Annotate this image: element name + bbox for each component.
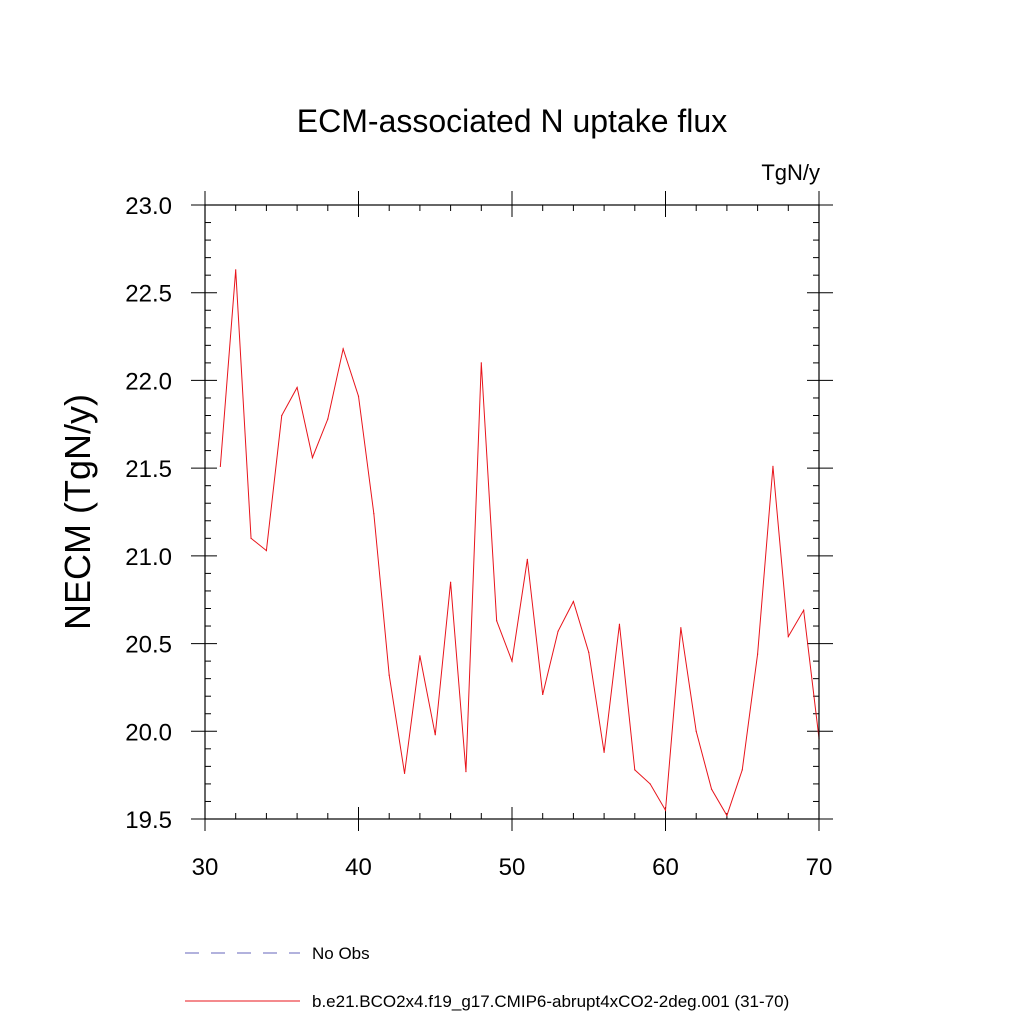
data-point — [757, 653, 759, 655]
data-point — [219, 465, 221, 467]
data-point — [603, 751, 605, 753]
data-point — [250, 537, 252, 539]
legend-label-no-obs: No Obs — [312, 944, 370, 963]
units-label: TgN/y — [761, 160, 820, 185]
plot-frame — [204, 204, 820, 820]
data-point — [726, 814, 728, 817]
data-point — [526, 558, 528, 560]
legend-label-model: b.e21.BCO2x4.f19_g17.CMIP6-abrupt4xCO2-2… — [312, 992, 789, 1011]
data-point — [803, 609, 805, 611]
data-point — [296, 386, 298, 389]
y-tick-label: 19.5 — [125, 807, 172, 834]
data-point — [450, 581, 452, 583]
y-tick-label: 22.5 — [125, 281, 172, 308]
data-point — [373, 513, 375, 515]
data-point — [480, 362, 482, 364]
y-tick-label: 23.0 — [125, 193, 172, 220]
data-point — [419, 655, 421, 657]
data-point — [787, 635, 789, 638]
data-point — [342, 348, 344, 350]
data-point — [695, 730, 697, 732]
data-point — [311, 457, 314, 459]
data-point — [741, 769, 743, 771]
data-point — [357, 395, 360, 397]
y-tick-label: 22.0 — [125, 368, 172, 395]
x-tick-labels: 30 40 50 60 70 — [192, 854, 833, 881]
data-point — [465, 771, 467, 773]
y-tick-label: 20.5 — [125, 632, 172, 659]
x-tick-label: 40 — [345, 854, 372, 881]
series-line — [219, 269, 820, 817]
y-axis-label: NECM (TgN/y) — [57, 394, 98, 630]
data-point — [265, 549, 267, 552]
chart-title: ECM-associated N uptake flux — [297, 103, 727, 139]
data-point — [511, 660, 513, 662]
data-point — [496, 620, 498, 622]
major-ticks — [191, 191, 833, 831]
data-point — [572, 600, 575, 603]
x-tick-label: 70 — [806, 854, 833, 881]
x-tick-label: 60 — [652, 854, 679, 881]
data-point — [235, 269, 237, 271]
data-point — [403, 772, 406, 774]
y-tick-label: 20.0 — [125, 719, 172, 746]
data-point — [557, 630, 559, 632]
data-point — [618, 623, 621, 625]
data-point — [710, 788, 713, 790]
data-point — [634, 769, 636, 771]
data-point — [649, 783, 651, 785]
data-point — [772, 465, 774, 467]
data-point — [434, 734, 436, 736]
data-point — [281, 414, 283, 417]
x-tick-label: 50 — [499, 854, 526, 881]
y-tick-label: 21.0 — [125, 544, 172, 571]
legend: No Obs b.e21.BCO2x4.f19_g17.CMIP6-abrupt… — [185, 944, 789, 1011]
x-tick-label: 30 — [192, 854, 219, 881]
data-point — [664, 809, 667, 811]
data-point — [388, 674, 390, 676]
y-tick-label: 21.5 — [125, 456, 172, 483]
data-point — [542, 693, 544, 696]
data-point — [327, 418, 329, 420]
data-point — [680, 627, 682, 629]
y-tick-labels: 19.5 20.0 20.5 21.0 21.5 22.0 22.5 23.0 — [125, 193, 172, 834]
minor-ticks — [205, 205, 819, 819]
data-point — [588, 651, 590, 653]
data-points — [219, 269, 820, 817]
